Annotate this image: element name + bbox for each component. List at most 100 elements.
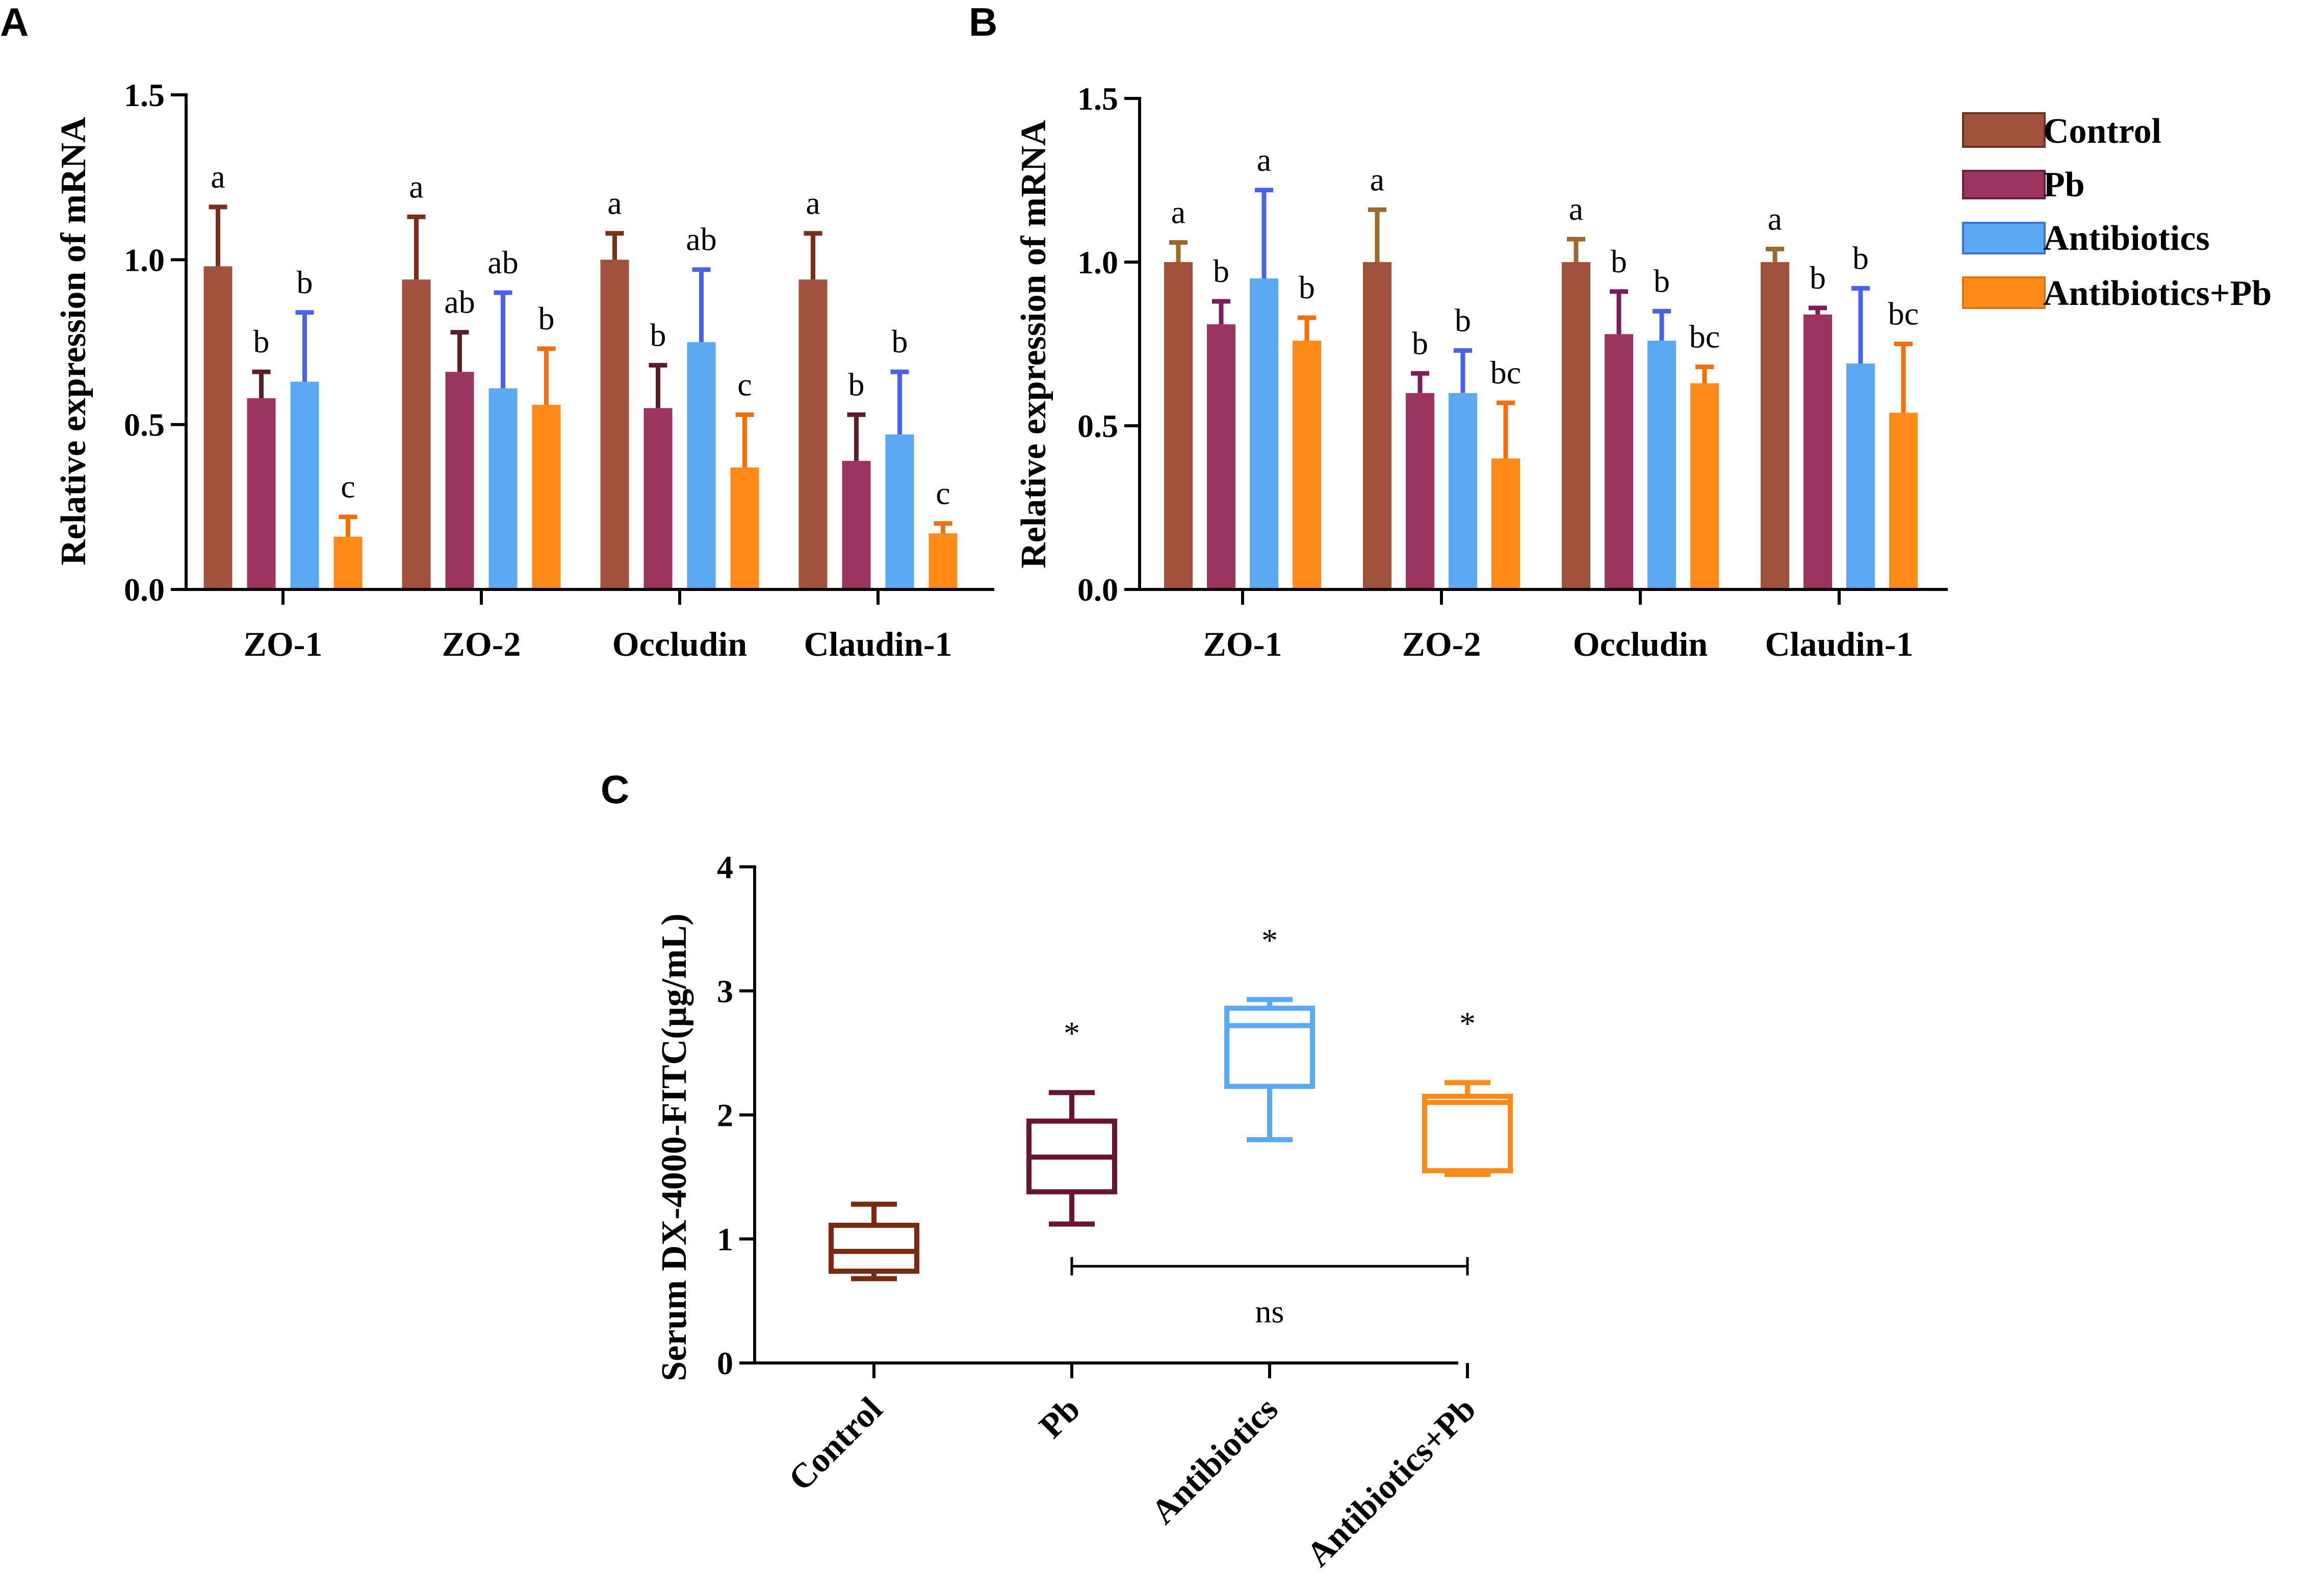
chart-a-bar	[798, 279, 828, 589]
chart-a-y-ticks: 0.0 0.5 1.0 1.5	[124, 77, 186, 608]
chart-b-significance-letter: bc	[1490, 354, 1521, 391]
chart-a-bar	[687, 342, 716, 589]
legend-label-antibiotics: Antibiotics	[2043, 219, 2210, 258]
chart-b-significance-letter: b	[1213, 253, 1229, 289]
chart-b-significance-letter: b	[1299, 269, 1315, 305]
chart-a-bar	[290, 381, 319, 589]
chart-a-significance-letter: b	[892, 323, 908, 359]
chart-a-bar	[488, 388, 518, 589]
chart-a-bar	[532, 404, 561, 589]
chart-a-significance-letter: ab	[487, 244, 518, 280]
chart-b-significance-letter: b	[1455, 302, 1471, 338]
chart-b-significance-letter: a	[1370, 161, 1384, 197]
chart-c-significance-star: *	[1064, 1015, 1080, 1051]
chart-b-bar	[1846, 364, 1875, 589]
chart-c-x-ticks: Control Pb Antibiotics Antibiotics+Pb	[781, 1363, 1483, 1574]
chart-a-bar	[885, 434, 914, 589]
chart-c-category-label: Antibiotics	[1143, 1389, 1285, 1531]
chart-a-significance-letter: a	[211, 159, 225, 195]
chart-b-category-label: Claudin-1	[1765, 625, 1914, 663]
chart-b-significance-letter: b	[1611, 243, 1627, 279]
chart-b-category-label: ZO-2	[1402, 625, 1481, 663]
panel-label-c: C	[601, 767, 629, 812]
chart-a-bar	[333, 536, 363, 589]
chart-a-significance-letter: ab	[686, 221, 716, 258]
chart-b-x-ticks: ZO-1 ZO-2 Occludin Claudin-1	[1203, 589, 1914, 663]
chart-b-bar	[1605, 334, 1633, 589]
chart-b-bar	[1363, 262, 1391, 589]
legend-label-pb: Pb	[2043, 165, 2085, 204]
chart-b-bar	[1406, 393, 1434, 589]
chart-a-y-title: Relative expression of mRNA	[54, 117, 93, 565]
chart-b-bar	[1761, 262, 1789, 589]
chart-b-y-title: Relative expression of mRNA	[1014, 120, 1053, 569]
chart-c-boxes: * * *	[829, 922, 1513, 1281]
chart-a-significance-letter: a	[607, 185, 622, 221]
chart-b-y-tick-label: 0.0	[1077, 572, 1118, 608]
chart-b-bar	[1690, 383, 1719, 589]
chart-a-significance-letter: b	[848, 366, 865, 402]
chart-c-category-label: Antibiotics+Pb	[1299, 1389, 1483, 1574]
chart-b-significance-letter: b	[1654, 263, 1670, 299]
chart-a-significance-letter: a	[409, 168, 423, 204]
chart-a-category-label: Occludin	[612, 625, 747, 663]
chart-c-y-tick-label: 3	[717, 973, 733, 1009]
chart-b-significance-letter: b	[1412, 325, 1428, 361]
chart-a-y-tick-label: 1.5	[124, 77, 165, 113]
panel-label-b: B	[969, 0, 997, 44]
chart-a-bar	[600, 260, 629, 589]
chart-a-x-ticks: ZO-1 ZO-2 Occludin Claudin-1	[244, 589, 952, 663]
chart-b-significance-letter: a	[1257, 142, 1271, 178]
chart-a-bar	[842, 460, 871, 589]
chart-b-y-tick-label: 1.0	[1077, 244, 1118, 280]
legend-swatch-antibiotics	[1962, 222, 2046, 254]
chart-a-y-tick-label: 0.0	[124, 572, 165, 608]
chart-c-y-tick-label: 1	[717, 1221, 733, 1257]
chart-b-category-label: ZO-1	[1203, 625, 1282, 663]
chart-b-bar	[1562, 262, 1590, 589]
chart-b-significance-letter: bc	[1689, 318, 1720, 354]
chart-b-y-tick-label: 0.5	[1077, 408, 1118, 444]
chart-b-significance-letter: b	[1810, 260, 1826, 296]
chart-b-category-label: Occludin	[1573, 625, 1708, 663]
chart-c-y-ticks: 0 1 2 3 4	[717, 849, 755, 1381]
chart-a-bar	[203, 266, 233, 589]
legend-swatch-control	[1962, 112, 2046, 148]
chart-c-y-tick-label: 0	[717, 1345, 733, 1381]
chart-c-significance-star: *	[1459, 1005, 1476, 1041]
legend: Control Pb Antibiotics Antibiotics+Pb	[1962, 112, 2272, 313]
chart-a-bar	[730, 467, 759, 589]
chart-c-category-label: Pb	[1031, 1389, 1088, 1446]
chart-a-y-tick-label: 0.5	[124, 407, 165, 443]
legend-swatch-antibiotics-pb	[1962, 276, 2046, 309]
chart-c-box	[829, 1222, 919, 1274]
chart-a-bar	[929, 533, 958, 589]
chart-a-significance-letter: b	[297, 264, 313, 300]
chart-a-significance-letter: c	[936, 475, 950, 511]
chart-c-significance-star: *	[1261, 922, 1278, 958]
legend-label-antibiotics-pb: Antibiotics+Pb	[2043, 274, 2272, 313]
chart-b-bar	[1889, 413, 1918, 589]
chart-b-y-ticks: 0.0 0.5 1.0 1.5	[1077, 81, 1140, 608]
chart-c-y-tick-label: 4	[717, 849, 733, 885]
chart-b-bar	[1250, 278, 1278, 589]
chart-b-bar	[1647, 341, 1676, 589]
chart-b-bar	[1164, 262, 1193, 589]
chart-a-significance-letter: b	[538, 300, 555, 337]
chart-c-box	[1422, 1094, 1513, 1173]
chart-b-y-tick-label: 1.5	[1077, 81, 1118, 117]
chart-b-bar	[1449, 393, 1477, 589]
chart-b-significance-letter: bc	[1888, 296, 1919, 332]
chart-b-significance-letter: b	[1852, 240, 1869, 276]
legend-label-control: Control	[2043, 112, 2161, 151]
chart-a-bar	[643, 408, 673, 589]
chart-b-bar	[1207, 324, 1235, 589]
chart-a-y-tick-label: 1.0	[124, 242, 165, 278]
legend-swatch-pb	[1962, 170, 2046, 199]
chart-b-significance-letter: a	[1171, 194, 1185, 230]
chart-c-bracket-label: ns	[1255, 1293, 1284, 1329]
